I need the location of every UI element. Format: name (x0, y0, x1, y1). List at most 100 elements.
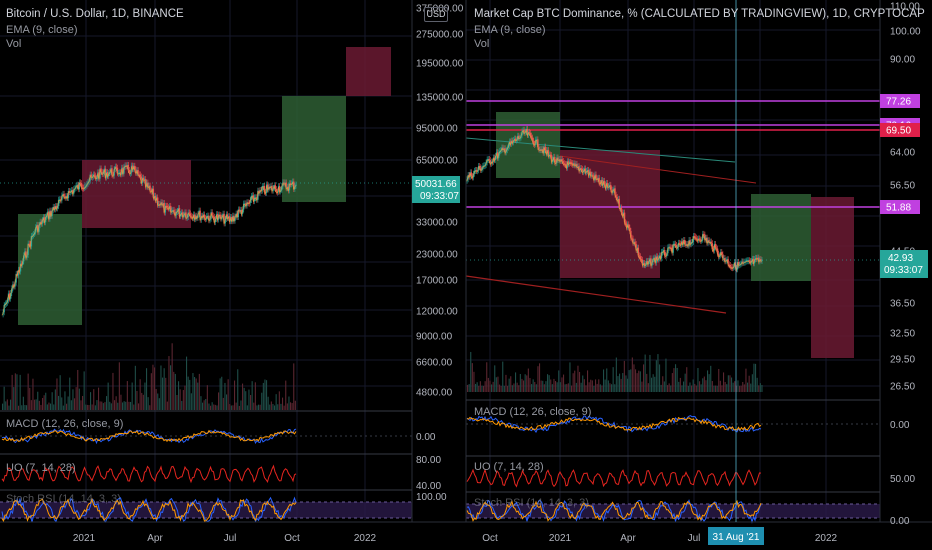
candle-body (216, 214, 219, 220)
volume-bar (710, 365, 712, 392)
candle-body (497, 152, 499, 158)
candle-body (269, 186, 271, 188)
right-price-tick: 100.00 (890, 27, 921, 38)
volume-bar (671, 373, 673, 392)
candle-body (471, 176, 474, 178)
level-badge-text: 69.50 (886, 126, 911, 137)
right-time-tick: Jul (688, 533, 701, 544)
volume-bar (628, 370, 630, 392)
right-stoch-label: Stoch RSI (14, 14, 3, 3) (474, 497, 589, 509)
candle-body (752, 258, 755, 264)
volume-bar (748, 375, 750, 392)
candle-body (639, 256, 642, 260)
volume-bar (64, 391, 66, 410)
volume-bar (259, 404, 261, 410)
volume-bar (625, 375, 627, 392)
currency-badge[interactable]: USD (424, 7, 448, 22)
volume-bar (556, 382, 558, 392)
candle-body (219, 214, 221, 216)
volume-bar (759, 383, 761, 392)
volume-bar (123, 401, 125, 410)
candle-body (283, 182, 285, 184)
candle-body (287, 186, 290, 191)
volume-bar (750, 383, 752, 392)
volume-bar (16, 374, 18, 410)
candle-body (698, 238, 701, 240)
candle-body (597, 177, 599, 179)
candle-body (603, 180, 606, 185)
trendline-red-upper (559, 155, 757, 184)
volume-bar (253, 402, 255, 410)
left-green-box-1 (18, 214, 82, 325)
volume-bar (168, 356, 170, 410)
candle-body (48, 211, 50, 219)
left-red-box-2 (346, 47, 391, 96)
volume-bar (633, 364, 635, 392)
volume-bar (227, 379, 229, 410)
candle-body (125, 165, 127, 167)
candle-body (278, 186, 281, 192)
volume-bar (679, 377, 681, 392)
volume-bar (540, 380, 542, 392)
volume-bar (42, 397, 44, 410)
volume-bar (569, 362, 571, 392)
volume-bar (166, 401, 168, 410)
candle-body (126, 164, 128, 166)
volume-bar (638, 370, 640, 392)
volume-bar (630, 369, 632, 392)
volume-bar (205, 399, 207, 410)
volume-bar (655, 360, 657, 392)
volume-bar (232, 405, 234, 410)
volume-bar (235, 402, 237, 410)
level-badge-text: 77.26 (886, 97, 911, 108)
volume-bar (163, 368, 165, 410)
candle-body (207, 215, 209, 217)
volume-bar (588, 382, 590, 392)
volume-bar (243, 387, 245, 410)
candle-body (159, 203, 161, 205)
volume-bar (692, 379, 694, 392)
candle-body (98, 172, 100, 179)
volume-bar (2, 403, 4, 410)
volume-bar (106, 396, 108, 410)
volume-bar (631, 357, 633, 392)
candle-body (20, 263, 23, 265)
volume-bar (219, 378, 221, 410)
candle-body (487, 159, 489, 161)
volume-bar (288, 396, 290, 410)
candle-body (143, 179, 146, 181)
volume-bar (542, 380, 544, 392)
candle-body (258, 190, 260, 193)
volume-bar (214, 404, 216, 410)
candle-body (650, 258, 652, 266)
volume-bar (189, 379, 191, 410)
volume-bar (184, 385, 186, 410)
candle-body (161, 202, 163, 205)
volume-bar (75, 387, 77, 410)
volume-bar (574, 370, 576, 392)
volume-bar (5, 401, 7, 410)
candle-body (53, 206, 55, 210)
candle-body (544, 146, 546, 151)
volume-bar (646, 373, 648, 392)
candle-body (596, 178, 598, 180)
volume-bar (732, 382, 734, 392)
volume-bar (652, 374, 654, 392)
volume-bar (282, 397, 284, 410)
volume-bar (50, 403, 52, 410)
left-macd-label: MACD (12, 26, close, 9) (6, 418, 124, 430)
volume-bar (548, 375, 550, 392)
candle-body (167, 207, 170, 209)
volume-bar (144, 382, 146, 410)
volume-bar (761, 385, 763, 392)
volume-bar (130, 401, 132, 410)
candle-body (576, 163, 578, 167)
candle-body (213, 216, 216, 223)
volume-bar (38, 400, 40, 410)
level-badge-51.88 (880, 200, 920, 214)
volume-bar (226, 394, 228, 410)
volume-bar (160, 365, 162, 410)
candle-body (150, 190, 152, 192)
candle-body (128, 169, 131, 173)
candle-body (611, 189, 613, 193)
